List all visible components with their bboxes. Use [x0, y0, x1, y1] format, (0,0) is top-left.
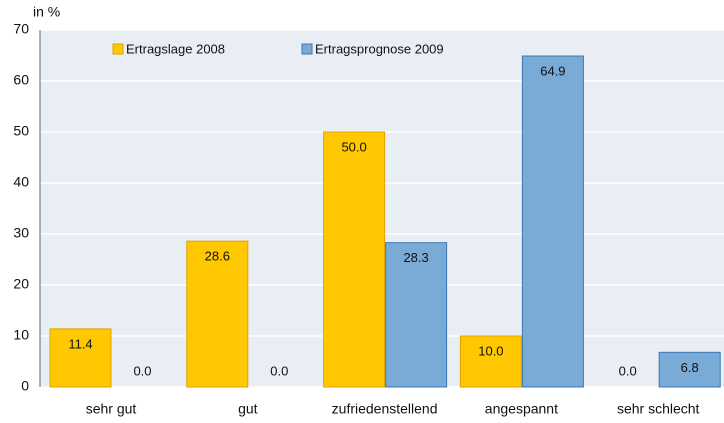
bar	[323, 131, 386, 388]
legend-label: Ertragslage 2008	[126, 41, 225, 56]
y-axis-label: in %	[33, 4, 60, 20]
y-tick-label: 40	[13, 174, 29, 190]
y-tick-label: 60	[13, 72, 29, 88]
x-tick-label: sehr gut	[86, 401, 137, 417]
y-tick-label: 10	[13, 327, 29, 343]
value-label: 0.0	[270, 363, 288, 378]
legend-swatch	[112, 43, 124, 55]
y-tick-label: 50	[13, 123, 29, 139]
x-tick-label: sehr schlecht	[617, 401, 700, 417]
legend-label: Ertragsprognose 2009	[315, 41, 444, 56]
bar	[658, 351, 721, 388]
legend-swatch	[301, 43, 313, 55]
y-tick-label: 30	[13, 225, 29, 241]
value-label: 6.8	[681, 360, 699, 375]
y-tick-label: 0	[21, 378, 29, 394]
bar	[186, 240, 249, 388]
value-label: 0.0	[133, 363, 151, 378]
value-label: 28.3	[403, 250, 428, 265]
x-tick-label: zufriedenstellend	[332, 401, 438, 417]
value-label: 64.9	[540, 63, 565, 78]
bar	[49, 328, 112, 388]
x-tick-label: gut	[238, 401, 258, 417]
bar	[459, 335, 522, 388]
bar	[521, 55, 584, 388]
value-label: 28.6	[205, 249, 230, 264]
y-tick-label: 70	[13, 21, 29, 37]
value-label: 11.4	[68, 336, 92, 351]
x-tick-label: angespannt	[485, 401, 558, 417]
value-label: 50.0	[341, 139, 366, 154]
value-label: 10.0	[478, 343, 503, 358]
bar	[385, 242, 448, 388]
value-label: 0.0	[619, 363, 637, 378]
y-tick-label: 20	[13, 276, 29, 292]
